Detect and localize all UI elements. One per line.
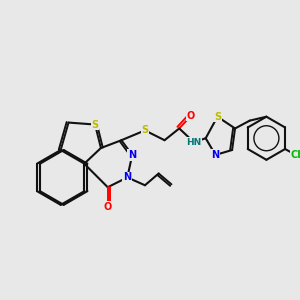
Text: S: S bbox=[214, 112, 221, 122]
Text: S: S bbox=[141, 125, 148, 135]
Text: S: S bbox=[92, 119, 99, 130]
Text: N: N bbox=[123, 172, 131, 182]
Text: O: O bbox=[103, 202, 112, 212]
Text: O: O bbox=[187, 111, 195, 121]
Text: Cl: Cl bbox=[290, 150, 300, 160]
Text: N: N bbox=[212, 150, 220, 160]
Text: HN: HN bbox=[186, 138, 202, 147]
Text: N: N bbox=[128, 150, 136, 160]
